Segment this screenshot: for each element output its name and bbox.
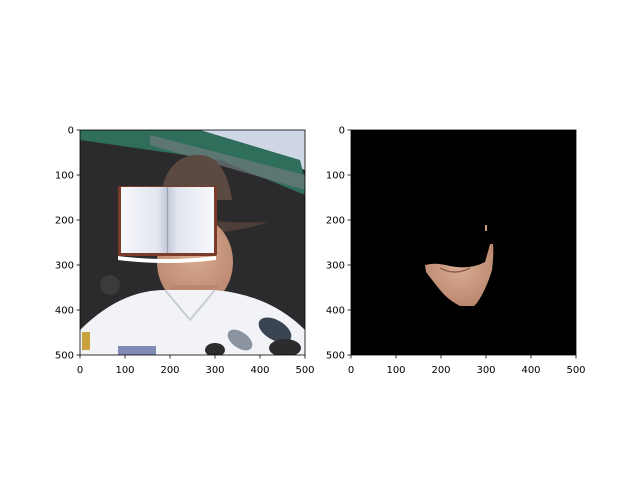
left-axes-frame	[79, 129, 306, 356]
left-x-tick-label: 400	[250, 365, 269, 376]
left-x-tick-label: 0	[77, 365, 83, 376]
right-x-tick-label: 200	[431, 365, 450, 376]
segment-fragment	[485, 225, 487, 231]
awning	[80, 130, 305, 195]
right-x-tick-label: 400	[521, 365, 540, 376]
left-y-tick-label: 100	[55, 171, 74, 182]
right-y-tick-label: 100	[326, 171, 345, 182]
black-background	[351, 130, 576, 355]
right-y-tick-label: 0	[339, 126, 345, 137]
segmented-face	[425, 244, 494, 306]
right-x-tick-label: 500	[566, 365, 585, 376]
left-x-tick-label: 200	[160, 365, 179, 376]
right-y-tick-label: 500	[326, 351, 345, 362]
right-y-tick-label: 400	[326, 306, 345, 317]
right-x-tick-label: 300	[476, 365, 495, 376]
left-x-tick-label: 300	[205, 365, 224, 376]
open-book-icon	[118, 186, 217, 263]
left-y-tick-label: 400	[55, 306, 74, 317]
left-y-tick-label: 200	[55, 216, 74, 227]
right-x-tick-label: 0	[348, 365, 354, 376]
left-y-tick-label: 500	[55, 351, 74, 362]
right-y-tick-label: 200	[326, 216, 345, 227]
right-y-tick-label: 300	[326, 261, 345, 272]
left-y-tick-label: 0	[68, 126, 74, 137]
hat-brim	[120, 205, 268, 233]
right-image-content	[351, 130, 576, 355]
right-axes-frame	[350, 129, 577, 356]
left-x-tick-label: 500	[295, 365, 314, 376]
left-image-content	[80, 130, 305, 355]
left-y-tick-label: 300	[55, 261, 74, 272]
left-x-tick-label: 100	[115, 365, 134, 376]
right-x-tick-label: 100	[386, 365, 405, 376]
